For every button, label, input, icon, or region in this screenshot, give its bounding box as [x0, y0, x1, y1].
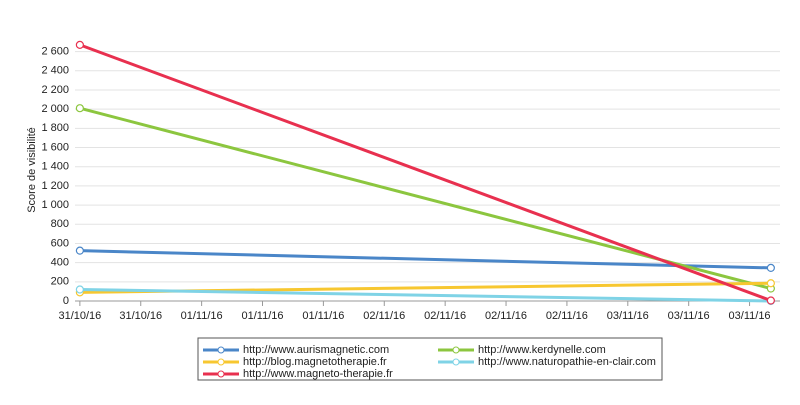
- y-axis-label: Score de visibilité: [26, 127, 38, 213]
- x-tick-label: 02/11/16: [485, 310, 527, 322]
- y-tick-label: 1 600: [41, 141, 69, 153]
- y-tick-label: 1 200: [41, 180, 69, 192]
- x-tick-label: 02/11/16: [424, 310, 466, 322]
- x-tick-label: 03/11/16: [607, 310, 649, 322]
- x-tick-label: 02/11/16: [363, 310, 405, 322]
- legend-marker: [217, 358, 225, 366]
- y-tick-label: 600: [51, 237, 69, 249]
- x-tick-label: 01/11/16: [242, 310, 284, 322]
- legend-label: http://www.kerdynelle.com: [478, 344, 606, 356]
- series-line: [79, 249, 771, 270]
- y-tick-label: 2 000: [41, 103, 69, 115]
- y-tick-label: 1 800: [41, 122, 69, 134]
- y-tick-label: 2 400: [41, 65, 69, 77]
- legend-marker: [452, 346, 460, 354]
- series-line: [79, 43, 772, 302]
- data-point: [766, 296, 775, 305]
- data-point: [75, 40, 84, 49]
- y-tick-label: 2 600: [41, 45, 69, 57]
- x-tick-label: 01/11/16: [302, 310, 344, 322]
- x-tick-label: 03/11/16: [668, 310, 710, 322]
- legend-box: [197, 337, 663, 381]
- legend-marker: [217, 346, 225, 354]
- y-tick-label: 1 400: [41, 161, 69, 173]
- y-tick-label: 200: [51, 276, 69, 288]
- legend-label: http://www.naturopathie-en-clair.com: [478, 356, 656, 368]
- x-tick-label: 31/10/16: [58, 310, 101, 322]
- y-tick-label: 400: [51, 257, 69, 269]
- x-tick-label: 01/11/16: [181, 310, 223, 322]
- data-point: [75, 285, 84, 294]
- y-tick-label: 0: [63, 295, 69, 307]
- data-point: [766, 279, 775, 288]
- x-tick-label: 31/10/16: [119, 310, 162, 322]
- data-point: [766, 263, 775, 273]
- y-tick-label: 1 000: [41, 199, 69, 211]
- y-tick-label: 2 200: [41, 84, 69, 96]
- legend-label: http://blog.magnetotherapie.fr: [243, 356, 387, 368]
- legend-marker: [217, 370, 225, 378]
- legend-label: http://www.magneto-therapie.fr: [243, 368, 393, 380]
- data-point: [75, 104, 84, 113]
- legend-label: http://www.aurismagnetic.com: [243, 344, 389, 356]
- legend-marker: [452, 358, 460, 366]
- x-tick-label: 02/11/16: [546, 310, 588, 322]
- series-line: [79, 287, 771, 303]
- x-tick-label: 03/11/16: [729, 310, 771, 322]
- y-tick-label: 800: [51, 218, 69, 230]
- data-point: [75, 246, 84, 255]
